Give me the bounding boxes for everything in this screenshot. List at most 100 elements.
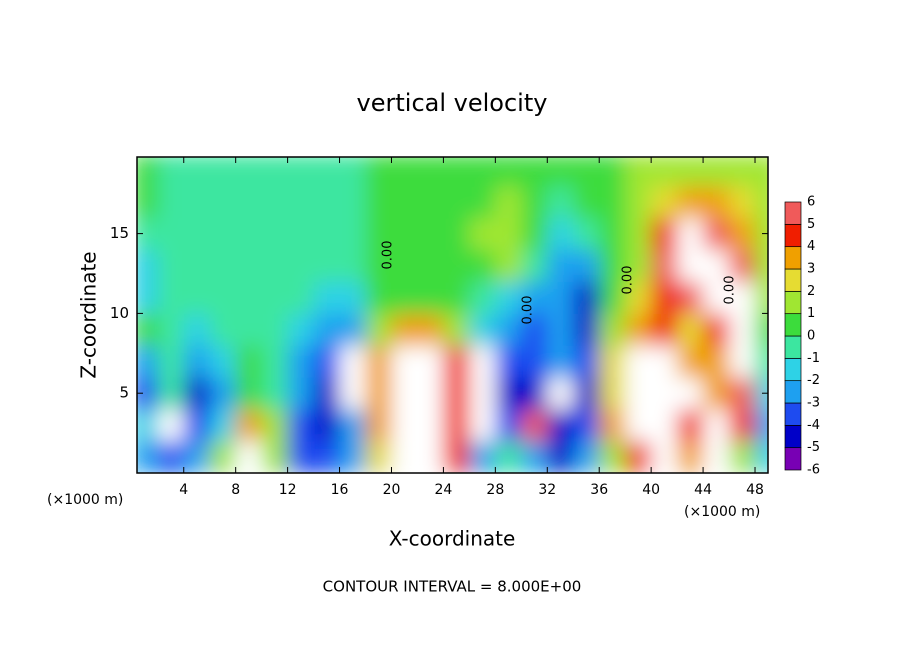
cell	[521, 185, 548, 219]
cell	[495, 157, 522, 187]
cell	[547, 409, 574, 442]
cell	[625, 441, 652, 473]
cell	[573, 377, 600, 410]
colorbar-box	[784, 201, 802, 225]
cell	[137, 249, 159, 282]
cell	[677, 185, 704, 219]
cell	[137, 157, 159, 187]
cell	[599, 409, 626, 442]
x-tick-label: 40	[642, 482, 660, 498]
cell	[261, 185, 289, 219]
cell	[209, 217, 237, 251]
contour-label: 0.00	[621, 266, 636, 295]
cell	[755, 217, 768, 251]
cell	[287, 377, 315, 410]
cell	[521, 157, 548, 187]
cell	[677, 249, 704, 282]
y-tick-label: 10	[110, 304, 129, 322]
cell	[443, 217, 470, 251]
cell	[183, 185, 211, 219]
cell	[729, 281, 756, 314]
x-tick-label: 8	[231, 482, 240, 498]
cell	[391, 217, 418, 251]
cell	[651, 441, 678, 473]
cell	[209, 313, 237, 346]
cell	[547, 185, 574, 219]
cell	[521, 313, 548, 346]
cell	[755, 249, 768, 282]
cell	[547, 157, 574, 187]
cell	[677, 157, 704, 187]
cell	[157, 409, 185, 442]
cell	[625, 157, 652, 187]
cell	[209, 281, 237, 314]
colorbar-label: 1	[807, 306, 815, 321]
cell	[443, 249, 470, 282]
cell	[287, 185, 315, 219]
cell	[137, 441, 159, 473]
colorbar-label: 3	[807, 262, 815, 277]
x-tick-label: 36	[590, 482, 608, 498]
cell	[677, 281, 704, 314]
x-unit-label: (×1000 m)	[47, 492, 123, 508]
cell	[651, 157, 678, 187]
colorbar-label: -2	[807, 373, 820, 388]
cell	[209, 441, 237, 473]
cell	[261, 345, 289, 378]
cell	[573, 185, 600, 219]
cell	[137, 281, 159, 314]
cell	[391, 281, 418, 314]
cell	[235, 409, 263, 442]
cell	[547, 313, 574, 346]
cell	[183, 441, 211, 473]
cell	[391, 441, 418, 473]
cell	[599, 217, 626, 251]
cell	[287, 313, 315, 346]
cell	[313, 313, 341, 346]
cell	[209, 377, 237, 410]
colorbar-box	[784, 313, 802, 337]
colorbar-box	[784, 424, 802, 449]
cell	[495, 345, 522, 378]
cell	[521, 377, 548, 410]
cell	[365, 281, 392, 314]
cell	[599, 249, 626, 282]
colorbar-box	[784, 246, 802, 270]
cell	[755, 345, 768, 378]
cell	[755, 281, 768, 314]
cell	[417, 441, 444, 473]
x-tick-label: 48	[746, 482, 764, 498]
cell	[365, 377, 392, 410]
cell	[339, 377, 367, 410]
cell	[443, 345, 470, 378]
cell	[495, 217, 522, 251]
cell	[547, 217, 574, 251]
cell	[599, 313, 626, 346]
cell	[209, 185, 237, 219]
cell	[183, 157, 211, 187]
cell	[547, 345, 574, 378]
cell	[625, 313, 652, 346]
cells	[137, 157, 768, 473]
cell	[625, 249, 652, 282]
x-tick-label: 20	[383, 482, 401, 498]
x-axis-label: X-coordinate	[389, 527, 516, 551]
cell	[261, 281, 289, 314]
cell	[365, 157, 392, 187]
cell	[313, 377, 341, 410]
cell	[651, 409, 678, 442]
cell	[417, 217, 444, 251]
cell	[521, 441, 548, 473]
cell	[703, 441, 730, 473]
cell	[137, 377, 159, 410]
cell	[625, 185, 652, 219]
y-axis-label: Z-coordinate	[77, 251, 101, 378]
cell	[157, 313, 185, 346]
cell	[417, 313, 444, 346]
contour-interval: CONTOUR INTERVAL = 8.000E+00	[323, 578, 582, 596]
cell	[703, 377, 730, 410]
cell	[209, 409, 237, 442]
cell	[573, 441, 600, 473]
x-tick-label: 32	[538, 482, 556, 498]
